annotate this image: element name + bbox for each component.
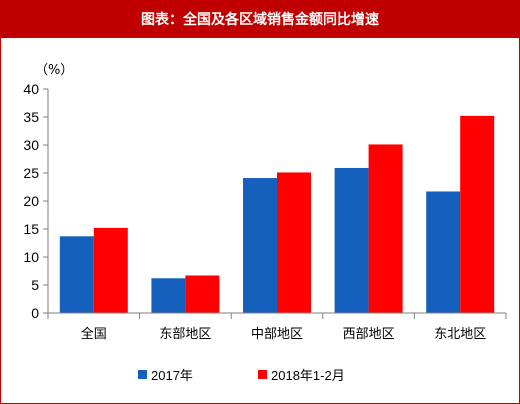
y-tick-label: 15 <box>23 221 39 237</box>
y-tick-label: 40 <box>23 81 39 97</box>
legend-swatch <box>138 370 147 379</box>
bar-series2-2 <box>277 172 311 313</box>
bar-series1-3 <box>334 167 369 313</box>
legend-swatch <box>258 370 267 379</box>
y-tick-label: 0 <box>31 305 39 321</box>
chart-title: 图表：全国及各区域销售金额同比增速 <box>0 0 520 38</box>
bar-series1-1 <box>151 278 186 313</box>
y-tick-label: 35 <box>23 109 39 125</box>
category-label: 全国 <box>81 326 107 342</box>
y-tick-label: 25 <box>23 165 39 181</box>
bar-series2-3 <box>368 144 403 313</box>
y-axis-ticks: 0 5 10 15 20 25 30 35 40 <box>23 81 48 321</box>
axes <box>47 89 507 319</box>
y-tick-label: 5 <box>31 277 39 293</box>
bar-series1-2 <box>243 178 277 313</box>
legend-label: 2017年 <box>151 368 193 383</box>
bar-series1-0 <box>59 236 94 313</box>
y-tick-label: 10 <box>23 249 39 265</box>
bar-series1-4 <box>426 191 461 313</box>
legend-label: 2018年1-2月 <box>271 368 345 383</box>
bars <box>59 115 495 313</box>
category-label: 东北地区 <box>434 327 486 342</box>
category-label: 东部地区 <box>159 327 211 342</box>
y-tick-label: 20 <box>23 193 39 209</box>
legend: 2017年 2018年1-2月 <box>138 368 345 383</box>
y-tick-label: 30 <box>23 137 39 153</box>
y-axis-unit-label: （%） <box>35 63 73 78</box>
category-label: 中部地区 <box>251 327 303 342</box>
bar-series2-1 <box>185 275 220 313</box>
category-labels: 全国 东部地区 中部地区 西部地区 东北地区 <box>81 326 486 342</box>
bar-series2-4 <box>460 115 495 313</box>
bar-series2-0 <box>93 227 128 313</box>
category-label: 西部地区 <box>343 327 395 342</box>
